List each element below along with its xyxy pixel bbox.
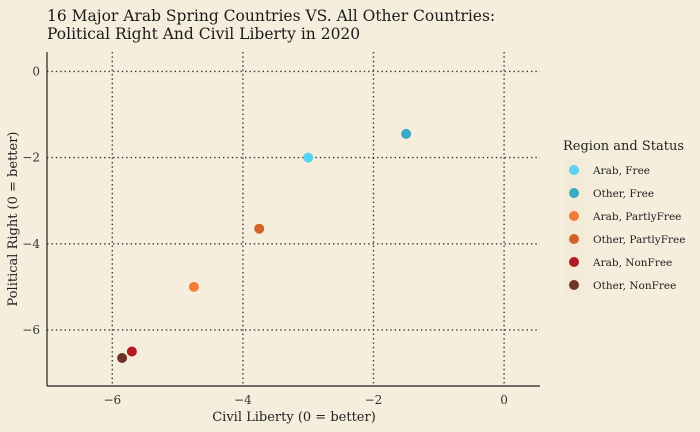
y-tick-labels: 0 −2 −4 −6 bbox=[22, 64, 40, 337]
legend-label: Other, PartlyFree bbox=[593, 234, 685, 246]
chart-title-line-1: 16 Major Arab Spring Countries VS. All O… bbox=[47, 7, 495, 25]
axes bbox=[46, 52, 540, 387]
legend-title: Region and Status bbox=[563, 139, 684, 154]
legend-label: Arab, PartlyFree bbox=[592, 211, 681, 223]
data-point bbox=[188, 281, 199, 292]
gridlines bbox=[47, 52, 540, 386]
data-point bbox=[117, 352, 128, 363]
x-tick-label: −2 bbox=[365, 393, 383, 407]
legend-label: Other, NonFree bbox=[593, 280, 676, 292]
x-tick-labels: −6 −4 −2 0 bbox=[103, 393, 507, 407]
data-point bbox=[126, 346, 137, 357]
legend-label: Arab, NonFree bbox=[592, 257, 672, 269]
x-tick-label: −6 bbox=[103, 393, 121, 407]
y-tick-label: −4 bbox=[22, 237, 40, 251]
data-point bbox=[254, 223, 265, 234]
x-tick-label: −4 bbox=[234, 393, 252, 407]
legend-key bbox=[569, 211, 579, 221]
legend-key bbox=[569, 257, 579, 267]
legend-key bbox=[569, 234, 579, 244]
legend-label: Arab, Free bbox=[592, 165, 650, 177]
y-tick-label: −6 bbox=[22, 323, 40, 337]
y-tick-label: −2 bbox=[22, 151, 40, 165]
legend-label: Other, Free bbox=[593, 188, 654, 200]
y-axis-label: Political Right (0 = better) bbox=[6, 131, 21, 306]
data-point bbox=[401, 128, 412, 139]
y-tick-label: 0 bbox=[32, 64, 40, 78]
legend-key bbox=[569, 280, 579, 290]
legend-key bbox=[569, 165, 579, 175]
x-axis-label: Civil Liberty (0 = better) bbox=[212, 410, 376, 425]
chart-title: 16 Major Arab Spring Countries VS. All O… bbox=[47, 7, 495, 43]
x-tick-label: 0 bbox=[500, 393, 508, 407]
chart-title-line-2: Political Right And Civil Liberty in 202… bbox=[47, 25, 360, 43]
data-point bbox=[303, 152, 314, 163]
legend: Region and Status Arab, Free Other, Free A… bbox=[563, 139, 685, 296]
data-points bbox=[117, 128, 412, 363]
legend-key bbox=[569, 188, 579, 198]
